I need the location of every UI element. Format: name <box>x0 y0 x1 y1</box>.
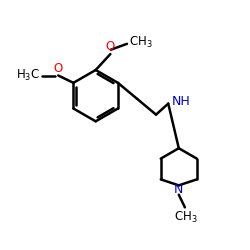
Text: CH$_3$: CH$_3$ <box>129 35 152 50</box>
Text: O: O <box>106 40 115 53</box>
Text: H$_3$C: H$_3$C <box>16 68 40 83</box>
Text: O: O <box>53 62 62 74</box>
Text: CH$_3$: CH$_3$ <box>174 210 198 226</box>
Text: NH: NH <box>172 95 190 108</box>
Text: N: N <box>174 183 184 196</box>
